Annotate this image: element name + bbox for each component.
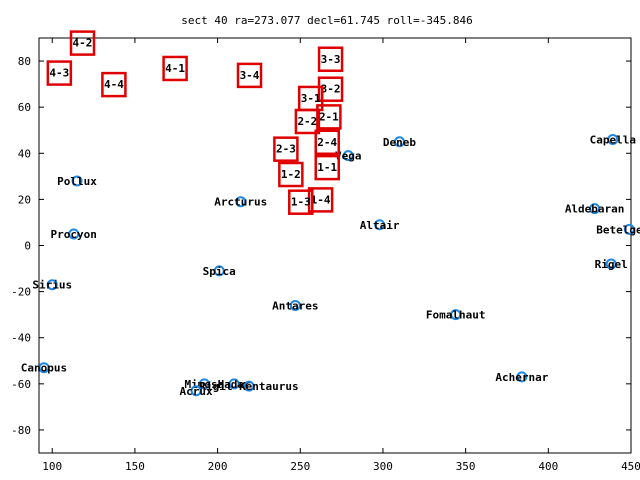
- y-tick-label: 60: [18, 101, 31, 114]
- sector-box: [273, 136, 299, 162]
- star-label: Antares: [272, 299, 318, 312]
- y-tick-label: 0: [24, 240, 31, 253]
- y-tick-label: -40: [11, 332, 31, 345]
- star-marker: [589, 203, 601, 215]
- sector-box: [236, 62, 263, 89]
- star-marker: [38, 362, 50, 374]
- sector-box: [314, 154, 340, 181]
- sector-label: 3-3: [321, 53, 341, 66]
- sector-label: 3-4: [240, 69, 260, 82]
- star-label: Acrux: [180, 385, 213, 398]
- x-tick-label: 200: [208, 460, 228, 473]
- sector-label: 3-1: [301, 92, 321, 105]
- sector-box: [317, 46, 344, 72]
- star-label: Achernar: [495, 371, 548, 384]
- star-marker: [607, 133, 619, 145]
- sector-box: [288, 189, 314, 215]
- star-marker: [374, 219, 386, 231]
- sector-box: [278, 161, 304, 188]
- star-marker: [46, 279, 58, 291]
- x-tick-label: 250: [290, 460, 310, 473]
- sector-label: 1-1: [317, 161, 337, 174]
- y-tick-label: 40: [18, 147, 31, 160]
- y-tick-label: -20: [11, 286, 31, 299]
- star-label: Altair: [360, 219, 400, 232]
- star-marker: [213, 265, 225, 277]
- chart-title: sect 40 ra=273.077 decl=61.745 roll=-345…: [181, 14, 472, 27]
- x-tick-label: 400: [538, 460, 558, 473]
- star-marker: [235, 196, 247, 208]
- star-label: Canopus: [21, 362, 67, 375]
- y-tick-label: 80: [18, 55, 31, 68]
- star-label: Rigil Kentaurus: [199, 380, 298, 393]
- star-marker: [198, 378, 210, 390]
- sector-box: [316, 104, 342, 130]
- star-label: Deneb: [383, 136, 416, 149]
- star-label: Rigel: [595, 258, 628, 271]
- x-tick-label: 100: [42, 460, 62, 473]
- star-label: Hadar: [218, 378, 251, 391]
- star-marker: [342, 150, 354, 162]
- sector-label: 1-4: [311, 193, 331, 206]
- sector-label: 4-4: [104, 78, 124, 91]
- y-tick-label: -80: [11, 424, 31, 437]
- star-label: Arcturus: [214, 196, 267, 209]
- star-label: Vega: [335, 150, 362, 163]
- star-marker: [623, 223, 635, 235]
- star-label: Procyon: [51, 228, 97, 241]
- star-label: Pollux: [57, 175, 97, 188]
- star-marker: [450, 309, 462, 321]
- sector-label: 1-2: [281, 168, 301, 181]
- x-tick-label: 300: [373, 460, 393, 473]
- star-label: Mimosa: [184, 378, 224, 391]
- sector-box: [317, 76, 344, 102]
- star-marker: [243, 380, 255, 392]
- star-marker: [71, 175, 83, 187]
- x-tick-label: 450: [621, 460, 640, 473]
- sector-label: 2-2: [297, 115, 317, 128]
- sector-box: [314, 129, 340, 155]
- star-marker: [228, 378, 240, 390]
- star-marker: [190, 385, 202, 397]
- star-marker: [68, 228, 80, 240]
- star-marker: [516, 371, 528, 383]
- y-tick-label: -60: [11, 378, 31, 391]
- sector-box: [294, 108, 321, 135]
- x-tick-label: 150: [125, 460, 145, 473]
- star-label: Betelgeuse: [596, 223, 640, 236]
- sector-box: [46, 60, 73, 86]
- sector-label: 2-4: [317, 136, 337, 149]
- star-label: Sirius: [32, 279, 72, 292]
- x-tick-label: 350: [456, 460, 476, 473]
- sector-label: 2-3: [276, 143, 296, 156]
- sector-label: 2-1: [319, 110, 339, 123]
- star-label: Aldebaran: [565, 203, 625, 216]
- sector-label: 4-2: [73, 37, 93, 50]
- sector-label: 4-3: [49, 67, 69, 80]
- plot-area: 100 150 200 250 300 350 400 450 -80 -60 -40 -20 0 20 4…: [11, 30, 640, 473]
- sector-box: [101, 71, 127, 98]
- sector-label: 1-3: [291, 196, 311, 209]
- star-marker: [289, 299, 301, 311]
- star-label: Capella: [590, 133, 636, 146]
- sector-box: [307, 187, 334, 213]
- star-label: Fomalhaut: [426, 309, 486, 322]
- star-label: Spica: [203, 265, 236, 278]
- star-marker: [605, 258, 617, 270]
- sector-label: 4-1: [165, 62, 185, 75]
- star-marker: [393, 136, 405, 148]
- sector-box: [162, 55, 188, 82]
- sector-box: [69, 30, 96, 56]
- sector-label: 3-2: [321, 83, 341, 96]
- y-tick-label: 20: [18, 193, 31, 206]
